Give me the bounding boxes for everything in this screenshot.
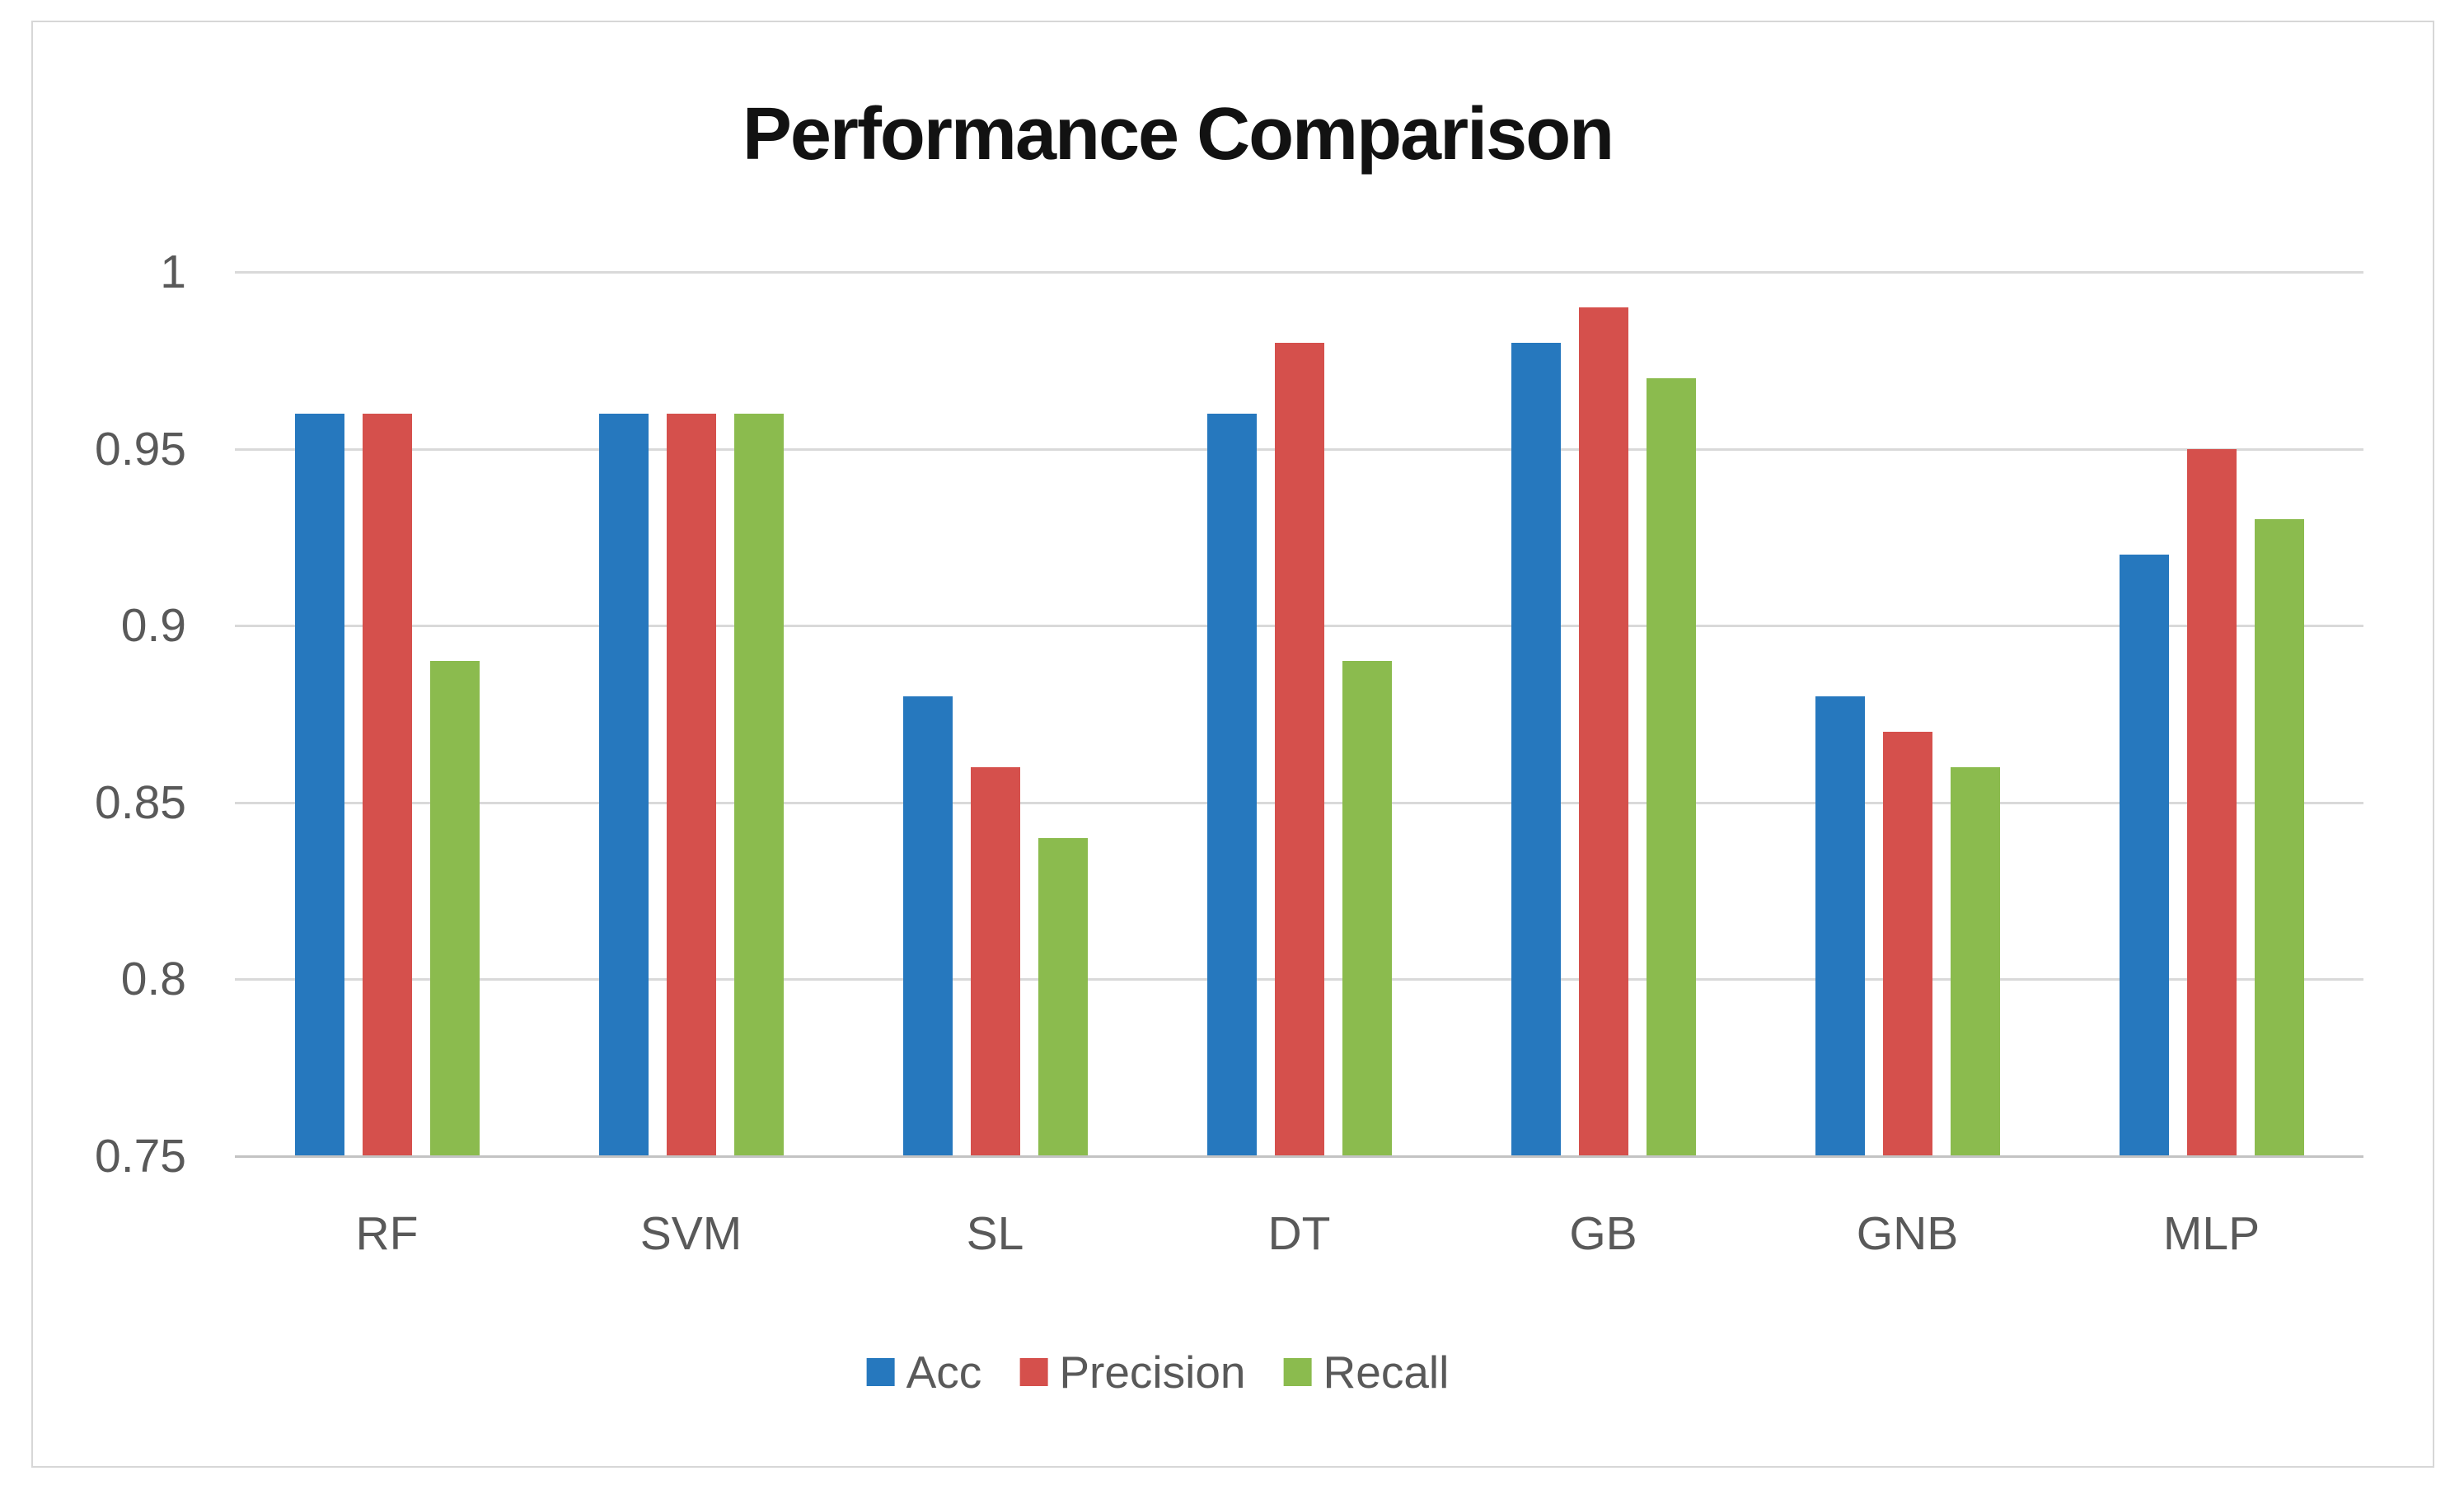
x-label-dt: DT	[1267, 1207, 1331, 1260]
legend-item-acc: Acc	[866, 1346, 982, 1398]
y-tick-label: 0.75	[95, 1130, 186, 1183]
legend-marker-acc	[866, 1358, 895, 1386]
bar-recall-gb	[1646, 377, 1696, 1156]
x-label-sl: SL	[966, 1207, 1024, 1260]
bar-acc-gnb	[1815, 696, 1865, 1156]
gridline	[235, 271, 2363, 274]
chart-title: Performance Comparison	[742, 93, 1614, 176]
x-label-rf: RF	[355, 1207, 419, 1260]
bar-acc-gb	[1511, 342, 1561, 1156]
bar-recall-gnb	[1950, 766, 2000, 1156]
legend-marker-recall	[1283, 1358, 1312, 1386]
x-axis-line	[235, 1155, 2363, 1158]
y-tick-label: 0.95	[95, 422, 186, 475]
bar-recall-sl	[1038, 837, 1088, 1156]
legend-item-precision: Precision	[1019, 1346, 1246, 1398]
bar-recall-svm	[733, 413, 784, 1156]
bar-precision-dt	[1274, 342, 1324, 1156]
x-label-gb: GB	[1569, 1207, 1637, 1260]
bar-precision-mlp	[2186, 448, 2237, 1156]
bar-precision-svm	[666, 413, 716, 1156]
bar-acc-sl	[902, 696, 953, 1156]
chart-border-frame	[31, 21, 2434, 1468]
bar-acc-rf	[294, 413, 344, 1156]
x-label-svm: SVM	[639, 1207, 742, 1260]
x-label-mlp: MLP	[2162, 1207, 2260, 1260]
bar-recall-rf	[429, 661, 480, 1156]
bar-acc-mlp	[2119, 555, 2169, 1156]
legend-label-acc: Acc	[906, 1347, 982, 1398]
bar-precision-gb	[1578, 307, 1628, 1156]
legend-label-precision: Precision	[1059, 1347, 1246, 1398]
legend-item-recall: Recall	[1283, 1346, 1450, 1398]
legend: Acc Precision Recall	[866, 1346, 1450, 1398]
bar-acc-svm	[598, 413, 649, 1156]
y-tick-label: 0.9	[120, 599, 186, 653]
y-tick-label: 1	[160, 246, 186, 298]
bar-precision-rf	[362, 413, 412, 1156]
y-tick-label: 0.8	[120, 953, 186, 1006]
bar-recall-dt	[1342, 661, 1392, 1156]
legend-label-recall: Recall	[1323, 1347, 1450, 1398]
bar-precision-gnb	[1882, 731, 1932, 1156]
legend-marker-precision	[1019, 1358, 1048, 1386]
bar-acc-dt	[1206, 413, 1257, 1156]
x-label-gnb: GNB	[1856, 1207, 1959, 1260]
y-tick-label: 0.85	[95, 775, 186, 829]
bar-precision-sl	[970, 766, 1020, 1156]
bar-recall-mlp	[2254, 519, 2304, 1156]
